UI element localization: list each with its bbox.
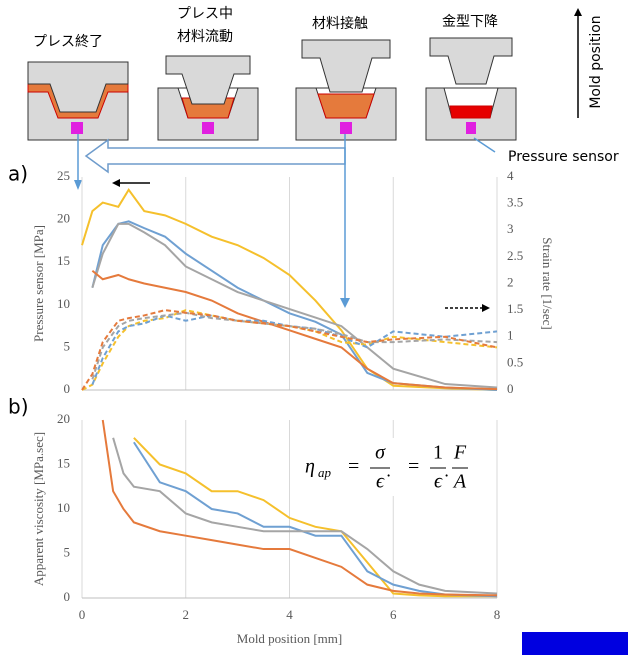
panel-label: a): [8, 162, 28, 186]
equation: η ap = σ ϵ̇ = 1 ϵ̇ F A: [298, 438, 476, 496]
y2-tick-label: 0: [507, 381, 514, 396]
stage-label: 金型下降: [442, 14, 498, 30]
mold-stage-4: [426, 38, 516, 140]
series-line: [92, 271, 497, 389]
y-axis-label: Pressure sensor [MPa]: [31, 225, 46, 342]
y2-axis-label: Strain rate [1/sec]: [540, 237, 555, 329]
y-tick-label: 20: [57, 211, 70, 226]
y-tick-label: 15: [57, 253, 70, 268]
x-tick-label: 8: [494, 607, 501, 622]
series-line: [92, 313, 497, 380]
mold-stage-2: [158, 56, 258, 140]
eq-num: 1: [433, 442, 443, 464]
y-tick-label: 5: [64, 338, 71, 353]
eq-num: σ: [375, 442, 386, 464]
sensor-label: Pressure sensor: [508, 149, 619, 165]
eq-sign: =: [348, 456, 359, 478]
x-axis-label: Mold position [mm]: [237, 631, 342, 646]
x-tick-label: 2: [183, 607, 190, 622]
eq-den: A: [452, 471, 467, 493]
y2-tick-label: 2: [507, 274, 514, 289]
y-tick-label: 15: [57, 455, 70, 470]
arrow-head: [340, 298, 350, 308]
y-tick-label: 25: [57, 168, 70, 183]
stage-label: プレス中: [177, 6, 233, 22]
eq-symbol: η: [305, 456, 315, 478]
y-tick-label: 0: [64, 589, 71, 604]
series-line: [92, 315, 497, 384]
x-tick-label: 0: [79, 607, 86, 622]
mold-stage-3: [296, 40, 396, 140]
mold-stage-1: [28, 62, 128, 140]
x-tick-label: 6: [390, 607, 397, 622]
y2-tick-label: 1: [507, 328, 514, 343]
y2-tick-label: 1.5: [507, 301, 523, 316]
stage-label: 材料接触: [312, 15, 368, 32]
mold-position-label: Mold position: [588, 15, 604, 108]
y2-tick-label: 4: [507, 168, 514, 183]
y2-tick-label: 3: [507, 221, 514, 236]
y-tick-label: 5: [64, 544, 71, 559]
corner-box: [522, 632, 628, 655]
arrow-head: [574, 8, 582, 16]
y-tick-label: 20: [57, 411, 70, 426]
series-line: [92, 221, 497, 390]
stage-label: プレス終了: [33, 34, 103, 50]
figure: プレス終了 プレス中 材料流動 材料接触 金型下降 Mold position …: [0, 0, 628, 655]
mold-diagrams: [28, 38, 516, 140]
y2-tick-label: 2.5: [507, 248, 523, 263]
flow-arrow: [86, 140, 345, 172]
y-tick-label: 10: [57, 500, 70, 515]
eq-sign: =: [408, 456, 419, 478]
arrow-head: [112, 179, 120, 187]
arrow-head: [482, 304, 490, 312]
y2-tick-label: 0.5: [507, 354, 523, 369]
y-axis-label: Apparent viscosity [MPa.sec]: [31, 432, 46, 586]
panel-label: b): [8, 395, 29, 419]
y-tick-label: 0: [64, 381, 71, 396]
arrow-head: [74, 180, 82, 190]
x-tick-label: 4: [286, 607, 293, 622]
series-line: [92, 224, 497, 388]
y-tick-label: 10: [57, 296, 70, 311]
eq-sub: ap: [318, 465, 332, 480]
y2-tick-label: 3.5: [507, 195, 523, 210]
eq-num: F: [453, 442, 467, 464]
stage-label: 材料流動: [177, 29, 233, 45]
